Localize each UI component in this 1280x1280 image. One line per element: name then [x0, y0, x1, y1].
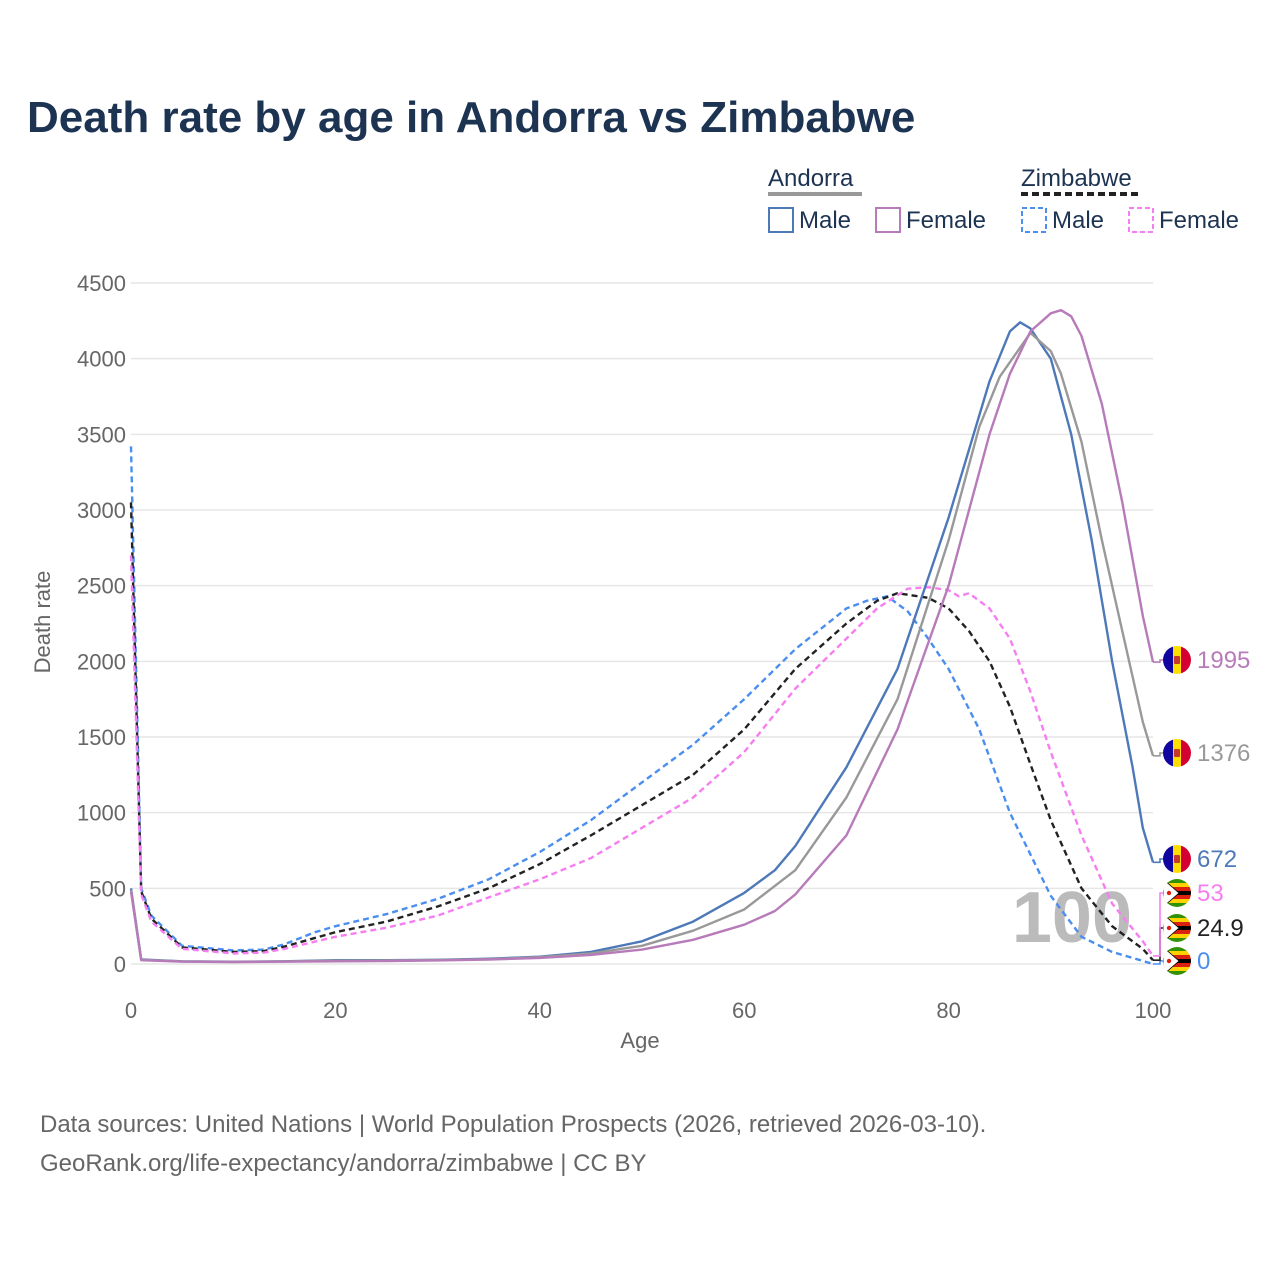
legend-group-andorra: Andorra Male Female — [768, 165, 986, 234]
x-tick-label: 80 — [936, 998, 960, 1023]
x-tick-label: 40 — [528, 998, 552, 1023]
y-tick-label: 3500 — [77, 422, 126, 447]
end-connector — [1153, 892, 1163, 957]
y-tick-label: 4000 — [77, 347, 126, 372]
legend-zimbabwe-male-label: Male — [1052, 207, 1104, 234]
zimbabwe-flag-icon — [1163, 879, 1191, 907]
end-value-label: 1995 — [1197, 647, 1250, 674]
legend-andorra-female-label: Female — [906, 207, 986, 234]
series-line-andorra-total — [129, 331, 1155, 964]
andorra-flag-icon — [1163, 646, 1191, 674]
series-line-zimbabwe-female — [129, 555, 1154, 957]
andorra-flag-icon — [1163, 739, 1191, 767]
legend-andorra-male-swatch — [768, 207, 794, 233]
legend-andorra-female-swatch — [875, 207, 901, 233]
chart-title: Death rate by age in Andorra vs Zimbabwe — [27, 93, 915, 142]
end-connector — [1153, 960, 1163, 965]
end-value-label: 24.9 — [1197, 915, 1244, 942]
source-line-1: Data sources: United Nations | World Pop… — [40, 1111, 986, 1138]
source-line-2: GeoRank.org/life-expectancy/andorra/zimb… — [40, 1150, 647, 1177]
x-tick-label: 0 — [125, 998, 137, 1023]
x-tick-label: 20 — [323, 998, 347, 1023]
end-value-label: 672 — [1197, 846, 1237, 873]
legend-group-andorra-label: Andorra — [768, 165, 854, 192]
series-line-zimbabwe-total — [129, 502, 1154, 962]
highlight-age: 100 — [1012, 878, 1132, 958]
x-tick-label: 60 — [732, 998, 756, 1023]
x-tick-label: 100 — [1135, 998, 1172, 1023]
y-tick-label: 0 — [114, 952, 126, 977]
y-tick-label: 500 — [89, 876, 126, 901]
x-axis-label: Age — [620, 1028, 659, 1053]
zimbabwe-flag-icon — [1163, 947, 1191, 975]
end-value-label: 53 — [1197, 880, 1224, 907]
series-line-andorra-male — [129, 321, 1155, 963]
legend-group-zimbabwe: Zimbabwe Male Female — [1021, 165, 1239, 234]
series-line-zimbabwe-male — [129, 446, 1154, 966]
zimbabwe-flag-icon — [1163, 914, 1191, 942]
end-connector — [1153, 858, 1163, 864]
andorra-flag-icon — [1163, 845, 1191, 873]
y-axis-ticks: 0 500 1000 1500 2000 2500 3000 3500 4000 4500 — [77, 271, 126, 977]
x-axis-ticks: 0 20 40 60 80 100 — [125, 998, 1171, 1023]
y-tick-label: 3000 — [77, 498, 126, 523]
y-tick-label: 1000 — [77, 801, 126, 826]
legend-group-zimbabwe-label: Zimbabwe — [1021, 165, 1132, 192]
end-value-label: 0 — [1197, 948, 1210, 975]
end-connector — [1153, 659, 1163, 663]
end-connector — [1153, 752, 1163, 757]
y-tick-label: 4500 — [77, 271, 126, 296]
series-line-andorra-female — [129, 309, 1155, 964]
y-tick-label: 2000 — [77, 649, 126, 674]
y-axis-label: Death rate — [30, 571, 55, 674]
series-lines — [129, 309, 1155, 966]
legend: Andorra Male Female Zimbabwe Male Female — [768, 165, 1239, 234]
end-labels: 672 1376 1995 0 24.9 53 — [1153, 646, 1250, 975]
grid — [131, 282, 1153, 965]
legend-zimbabwe-female-label: Female — [1159, 207, 1239, 234]
legend-zimbabwe-male-swatch — [1021, 207, 1047, 233]
end-value-label: 1376 — [1197, 740, 1250, 767]
y-tick-label: 2500 — [77, 574, 126, 599]
legend-andorra-male-label: Male — [799, 207, 851, 234]
legend-zimbabwe-female-swatch — [1128, 207, 1154, 233]
y-tick-label: 1500 — [77, 725, 126, 750]
